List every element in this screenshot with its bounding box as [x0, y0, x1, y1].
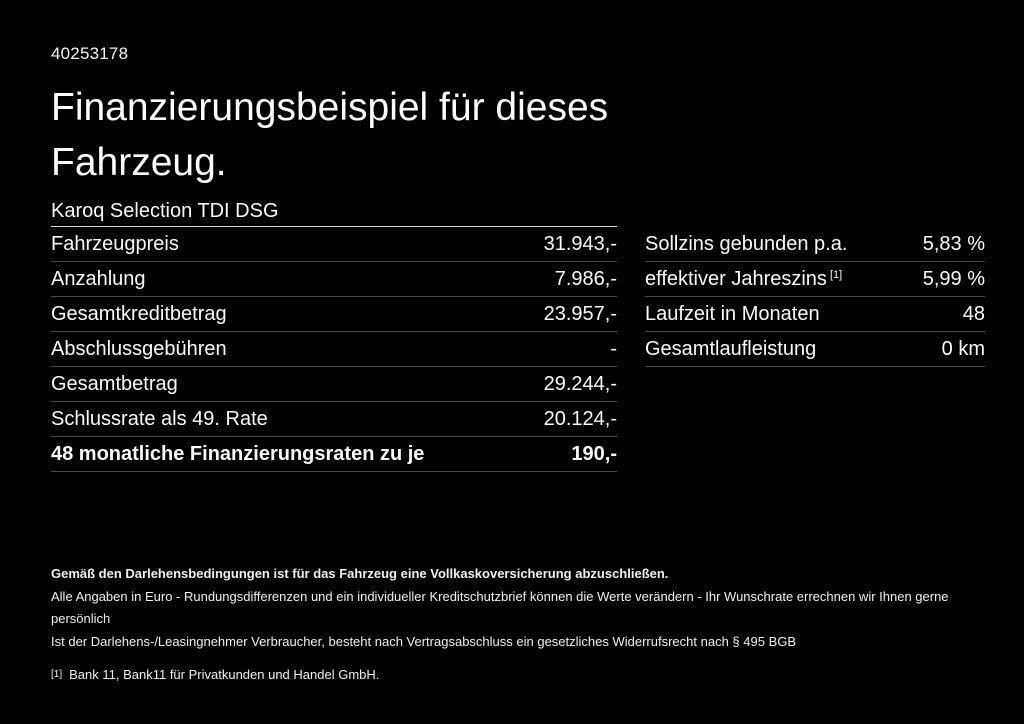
table-row-abschlussgebuehren: Abschlussgebühren -	[51, 332, 617, 367]
row-label: effektiver Jahreszins [1]	[645, 268, 842, 291]
table-row-fahrzeugpreis: Fahrzeugpreis 31.943,-	[51, 227, 617, 262]
row-label: Gesamtkreditbetrag	[51, 302, 227, 325]
footnote-marker: [1]	[51, 669, 63, 680]
table-row-gesamtkreditbetrag: Gesamtkreditbetrag 23.957,-	[51, 297, 617, 332]
footer-disclaimer: Gemäß den Darlehensbedingungen ist für d…	[51, 563, 981, 689]
table-row-anzahlung: Anzahlung 7.986,-	[51, 262, 617, 297]
row-value: 23.957,-	[543, 302, 617, 325]
row-value: 7.986,-	[554, 267, 617, 290]
finance-table-left: Karoq Selection TDI DSG Fahrzeugpreis 31…	[51, 199, 617, 472]
vehicle-model-header: Karoq Selection TDI DSG	[51, 199, 617, 227]
document-id: 40253178	[51, 44, 129, 63]
row-label: Fahrzeugpreis	[51, 232, 179, 255]
row-label: Gesamtbetrag	[51, 372, 178, 395]
insurance-note: Gemäß den Darlehensbedingungen ist für d…	[51, 566, 669, 581]
row-value: 48	[962, 302, 985, 325]
row-label-text: effektiver Jahreszins	[645, 267, 827, 290]
row-value: -	[610, 337, 617, 360]
footnote-text: Bank 11, Bank11 für Privatkunden und Han…	[69, 667, 380, 682]
row-label: Abschlussgebühren	[51, 337, 227, 360]
row-label: 48 monatliche Finanzierungsraten zu je	[51, 442, 425, 465]
row-label: Sollzins gebunden p.a.	[645, 232, 848, 255]
row-value: 20.124,-	[543, 407, 617, 430]
finance-table-right: Sollzins gebunden p.a. 5,83 % effektiver…	[645, 227, 985, 367]
row-value: 190,-	[571, 442, 617, 465]
disclaimer-line-2: Ist der Darlehens-/Leasingnehmer Verbrau…	[51, 633, 797, 649]
table-row-monatsrate: 48 monatliche Finanzierungsraten zu je 1…	[51, 437, 617, 472]
table-row-schlussrate: Schlussrate als 49. Rate 20.124,-	[51, 402, 617, 437]
finance-tables: Karoq Selection TDI DSG Fahrzeugpreis 31…	[51, 199, 985, 472]
row-value: 31.943,-	[543, 232, 617, 255]
row-label: Gesamtlaufleistung	[645, 337, 817, 360]
table-row-gesamtlaufleistung: Gesamtlaufleistung 0 km	[645, 332, 985, 367]
page-title: Finanzierungsbeispiel für dieses Fahrzeu…	[51, 86, 609, 184]
row-value: 5,99 %	[922, 267, 985, 290]
row-label: Anzahlung	[51, 267, 146, 290]
footnote-marker: [1]	[829, 268, 843, 281]
row-value: 5,83 %	[922, 232, 985, 255]
row-label: Schlussrate als 49. Rate	[51, 407, 268, 430]
row-label: Laufzeit in Monaten	[645, 302, 820, 325]
table-row-effektiver-jahreszins: effektiver Jahreszins [1] 5,99 %	[645, 262, 985, 297]
table-row-gesamtbetrag: Gesamtbetrag 29.244,-	[51, 367, 617, 402]
footnote: [1] Bank 11, Bank11 für Privatkunden und …	[51, 664, 981, 689]
row-value: 0 km	[941, 337, 985, 360]
row-value: 29.244,-	[543, 372, 617, 395]
table-row-laufzeit: Laufzeit in Monaten 48	[645, 297, 985, 332]
disclaimer-line-1: Alle Angaben in Euro - Rundungsdifferenz…	[51, 588, 949, 627]
table-row-sollzins: Sollzins gebunden p.a. 5,83 %	[645, 227, 985, 262]
